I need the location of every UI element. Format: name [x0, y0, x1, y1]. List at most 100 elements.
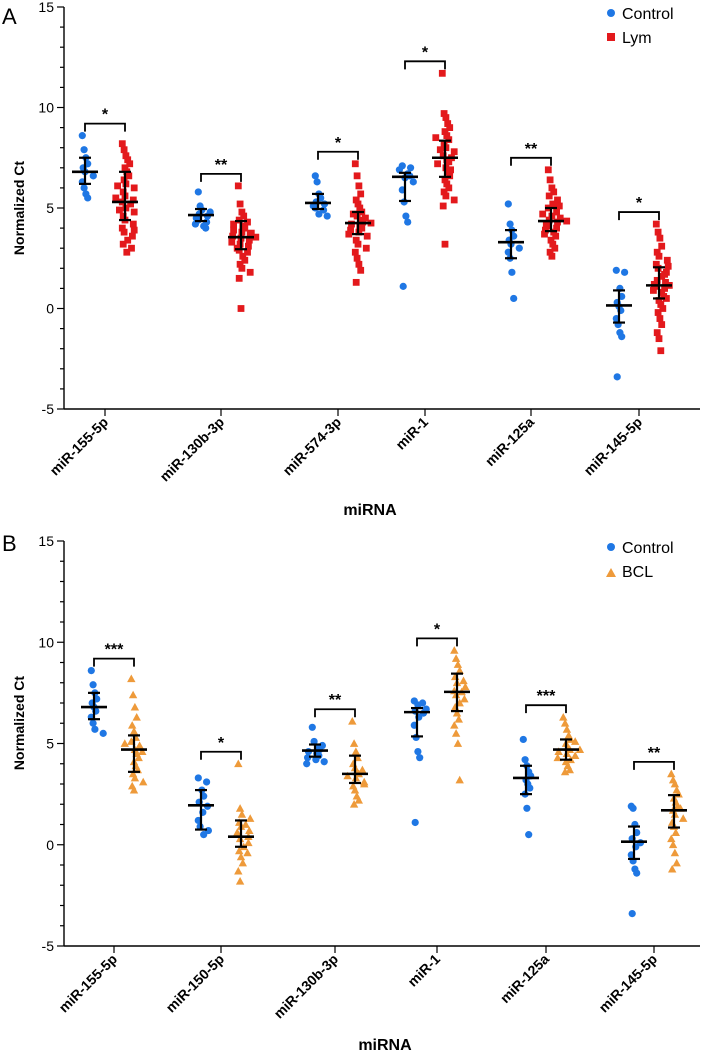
data-point — [349, 800, 359, 808]
data-point — [228, 238, 236, 246]
data-point — [239, 252, 247, 260]
data-point — [560, 767, 570, 776]
significance-bracket — [200, 750, 242, 760]
data-point — [247, 229, 255, 237]
significance-bracket — [404, 60, 446, 70]
data-point — [80, 184, 88, 192]
data-point — [351, 248, 359, 256]
data-point — [89, 719, 97, 727]
data-point — [355, 182, 363, 190]
data-point — [135, 741, 144, 749]
data-point — [444, 120, 452, 127]
data-point — [554, 747, 563, 755]
data-point — [236, 200, 244, 208]
data-point — [87, 667, 95, 675]
data-point — [672, 858, 681, 867]
data-point — [236, 260, 244, 268]
data-point — [234, 759, 243, 768]
data-point — [130, 208, 138, 216]
significance-label: ** — [648, 745, 661, 762]
data-point — [357, 190, 365, 198]
data-point — [358, 765, 367, 774]
data-point — [234, 182, 242, 190]
data-point — [349, 210, 357, 218]
data-point — [323, 212, 331, 220]
data-point — [553, 753, 562, 762]
data-point — [320, 758, 328, 766]
data-point — [118, 140, 126, 148]
series-bcl — [120, 646, 688, 885]
data-point — [565, 765, 574, 774]
data-point — [119, 212, 127, 220]
data-point — [539, 210, 547, 218]
data-point — [138, 747, 147, 755]
data-point — [523, 804, 531, 812]
data-point — [120, 146, 128, 154]
data-point — [237, 305, 245, 312]
data-point — [659, 305, 667, 312]
data-point — [241, 224, 249, 232]
data-point — [653, 329, 661, 337]
legend-marker-control — [607, 543, 615, 551]
series-control — [81, 667, 647, 918]
data-point — [353, 172, 361, 180]
data-point — [312, 756, 320, 764]
data-point — [506, 220, 514, 228]
y-tick-label: 0 — [46, 301, 54, 317]
x-axis-label: miRNA — [343, 502, 397, 519]
data-point — [118, 224, 126, 232]
legend: Control BCL — [606, 540, 674, 581]
data-point — [658, 242, 666, 250]
data-point — [230, 226, 237, 234]
data-point — [238, 264, 246, 272]
data-point — [414, 701, 422, 709]
data-point — [440, 188, 448, 196]
data-point — [442, 114, 450, 121]
data-point — [235, 846, 244, 855]
data-point — [555, 202, 563, 210]
y-tick-label: 5 — [46, 736, 54, 752]
legend: Control Lym — [607, 6, 674, 47]
data-point — [245, 236, 253, 244]
data-point — [667, 834, 676, 843]
data-point — [200, 831, 208, 839]
significance-bracket — [633, 760, 675, 770]
panel-a: A Normalized Ct miRNA Control Lym -5 0 5 10… — [2, 0, 700, 519]
significance-label: * — [335, 135, 342, 152]
data-point — [347, 226, 354, 234]
data-point — [662, 278, 669, 286]
data-point — [129, 727, 139, 735]
data-point — [452, 708, 462, 717]
significance-label: * — [422, 44, 429, 61]
data-point — [353, 254, 361, 262]
data-point — [363, 232, 371, 240]
data-point — [661, 270, 668, 278]
data-point — [451, 729, 461, 737]
data-point — [553, 208, 560, 216]
y-axis-label: Normalized Ct — [11, 161, 27, 255]
data-point — [120, 228, 128, 236]
data-point — [525, 831, 533, 839]
data-point — [658, 321, 666, 328]
significance-label: ** — [329, 692, 342, 709]
data-point — [123, 248, 131, 256]
data-point — [450, 148, 458, 156]
data-point — [127, 200, 134, 208]
data-point — [657, 301, 665, 308]
data-point — [354, 200, 362, 208]
plot-area: -5 0 5 10 15 miR-155-5p miR-130b-3p miR-574-3p m… — [38, 0, 700, 485]
data-point — [450, 646, 459, 654]
data-point — [650, 287, 657, 294]
data-point — [526, 784, 534, 792]
data-point — [128, 244, 135, 252]
y-tick-label: 10 — [38, 100, 54, 116]
data-point — [350, 785, 360, 794]
x-tick-label: miR-130b-3p — [270, 951, 341, 1022]
data-point — [358, 224, 366, 232]
data-point — [127, 674, 136, 683]
x-tick-label: miR-145-5p — [595, 951, 660, 1016]
data-point — [246, 268, 254, 276]
significance-label: *** — [537, 688, 556, 705]
data-point — [139, 777, 148, 786]
